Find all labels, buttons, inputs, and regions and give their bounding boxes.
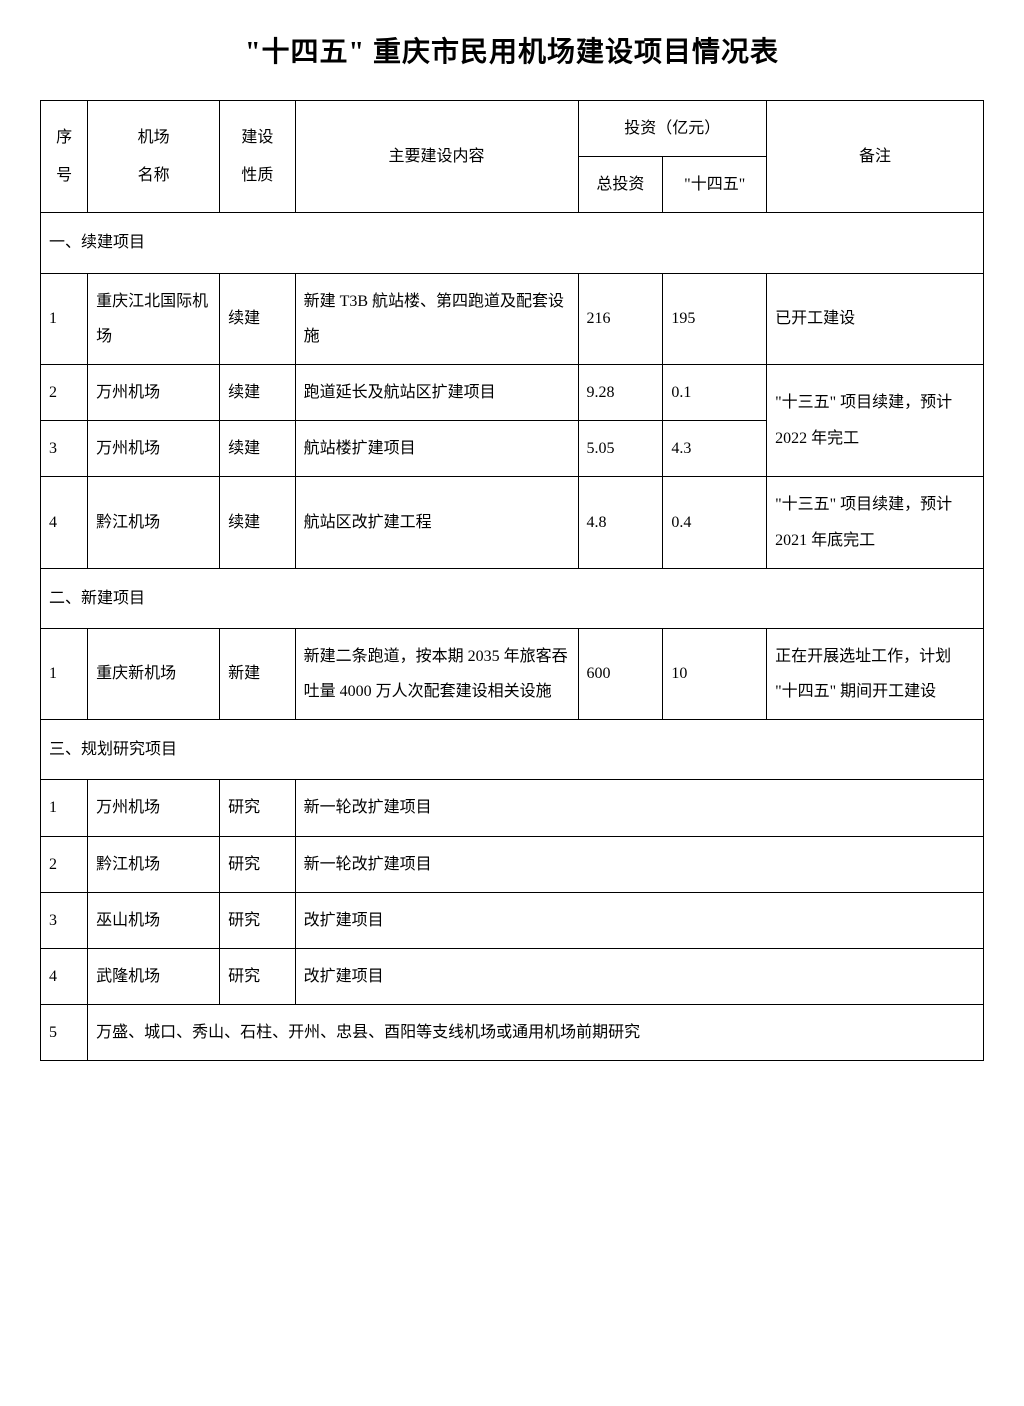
cell-build-type: 研究 <box>220 780 295 836</box>
table-row: 2万州机场续建跑道延长及航站区扩建项目9.280.1"十三五" 项目续建，预计 … <box>41 364 984 420</box>
cell-total-investment: 600 <box>578 628 663 719</box>
cell-plan-investment: 0.4 <box>663 477 767 568</box>
cell-airport-name: 黔江机场 <box>88 477 220 568</box>
cell-seq: 3 <box>41 421 88 477</box>
table-row: 3巫山机场研究改扩建项目 <box>41 892 984 948</box>
cell-build-type: 研究 <box>220 949 295 1005</box>
section-heading-row: 二、新建项目 <box>41 568 984 628</box>
table-row: 5万盛、城口、秀山、石柱、开州、忠县、酉阳等支线机场或通用机场前期研究 <box>41 1005 984 1061</box>
col-header-remark: 备注 <box>767 101 984 213</box>
table-row: 1万州机场研究新一轮改扩建项目 <box>41 780 984 836</box>
cell-total-investment: 216 <box>578 273 663 364</box>
cell-seq: 1 <box>41 273 88 364</box>
cell-build-type: 研究 <box>220 892 295 948</box>
cell-airport-name: 万州机场 <box>88 421 220 477</box>
cell-full-content: 万盛、城口、秀山、石柱、开州、忠县、酉阳等支线机场或通用机场前期研究 <box>88 1005 984 1061</box>
cell-total-investment: 4.8 <box>578 477 663 568</box>
cell-seq: 2 <box>41 836 88 892</box>
section-heading: 三、规划研究项目 <box>41 720 984 780</box>
cell-remark: "十三五" 项目续建，预计 2022 年完工 <box>767 364 984 476</box>
cell-total-investment: 5.05 <box>578 421 663 477</box>
cell-seq: 1 <box>41 628 88 719</box>
cell-seq: 1 <box>41 780 88 836</box>
page-title: "十四五" 重庆市民用机场建设项目情况表 <box>40 30 984 70</box>
cell-build-type: 续建 <box>220 364 295 420</box>
col-header-total: 总投资 <box>578 157 663 213</box>
cell-seq: 5 <box>41 1005 88 1061</box>
cell-content: 新建 T3B 航站楼、第四跑道及配套设施 <box>295 273 578 364</box>
cell-content: 改扩建项目 <box>295 949 983 1005</box>
cell-content: 新一轮改扩建项目 <box>295 836 983 892</box>
cell-total-investment: 9.28 <box>578 364 663 420</box>
cell-seq: 2 <box>41 364 88 420</box>
cell-airport-name: 重庆江北国际机场 <box>88 273 220 364</box>
cell-airport-name: 黔江机场 <box>88 836 220 892</box>
cell-build-type: 续建 <box>220 421 295 477</box>
cell-content: 航站楼扩建项目 <box>295 421 578 477</box>
section-heading: 二、新建项目 <box>41 568 984 628</box>
cell-content: 航站区改扩建工程 <box>295 477 578 568</box>
cell-airport-name: 巫山机场 <box>88 892 220 948</box>
cell-airport-name: 万州机场 <box>88 780 220 836</box>
section-heading-row: 三、规划研究项目 <box>41 720 984 780</box>
cell-plan-investment: 195 <box>663 273 767 364</box>
cell-plan-investment: 4.3 <box>663 421 767 477</box>
cell-airport-name: 万州机场 <box>88 364 220 420</box>
cell-content: 新一轮改扩建项目 <box>295 780 983 836</box>
cell-airport-name: 重庆新机场 <box>88 628 220 719</box>
cell-seq: 3 <box>41 892 88 948</box>
cell-build-type: 续建 <box>220 273 295 364</box>
col-header-plan: "十四五" <box>663 157 767 213</box>
table-body: 一、续建项目1重庆江北国际机场续建新建 T3B 航站楼、第四跑道及配套设施216… <box>41 213 984 1061</box>
cell-content: 新建二条跑道，按本期 2035 年旅客吞吐量 4000 万人次配套建设相关设施 <box>295 628 578 719</box>
table-row: 1重庆江北国际机场续建新建 T3B 航站楼、第四跑道及配套设施216195已开工… <box>41 273 984 364</box>
cell-build-type: 研究 <box>220 836 295 892</box>
col-header-content: 主要建设内容 <box>295 101 578 213</box>
cell-plan-investment: 10 <box>663 628 767 719</box>
cell-build-type: 续建 <box>220 477 295 568</box>
col-header-type: 建设 性质 <box>220 101 295 213</box>
col-header-investment: 投资（亿元） <box>578 101 767 157</box>
cell-remark: "十三五" 项目续建，预计 2021 年底完工 <box>767 477 984 568</box>
col-header-name: 机场 名称 <box>88 101 220 213</box>
airport-projects-table: 序 号 机场 名称 建设 性质 主要建设内容 投资（亿元） 备注 总投资 "十四… <box>40 100 984 1061</box>
table-row: 2黔江机场研究新一轮改扩建项目 <box>41 836 984 892</box>
cell-plan-investment: 0.1 <box>663 364 767 420</box>
section-heading: 一、续建项目 <box>41 213 984 273</box>
table-row: 1重庆新机场新建新建二条跑道，按本期 2035 年旅客吞吐量 4000 万人次配… <box>41 628 984 719</box>
table-row: 4黔江机场续建航站区改扩建工程4.80.4"十三五" 项目续建，预计 2021 … <box>41 477 984 568</box>
cell-remark: 正在开展选址工作，计划 "十四五" 期间开工建设 <box>767 628 984 719</box>
table-row: 4武隆机场研究改扩建项目 <box>41 949 984 1005</box>
table-header: 序 号 机场 名称 建设 性质 主要建设内容 投资（亿元） 备注 总投资 "十四… <box>41 101 984 213</box>
cell-content: 改扩建项目 <box>295 892 983 948</box>
cell-seq: 4 <box>41 477 88 568</box>
cell-seq: 4 <box>41 949 88 1005</box>
col-header-seq: 序 号 <box>41 101 88 213</box>
cell-airport-name: 武隆机场 <box>88 949 220 1005</box>
section-heading-row: 一、续建项目 <box>41 213 984 273</box>
cell-remark: 已开工建设 <box>767 273 984 364</box>
cell-content: 跑道延长及航站区扩建项目 <box>295 364 578 420</box>
cell-build-type: 新建 <box>220 628 295 719</box>
